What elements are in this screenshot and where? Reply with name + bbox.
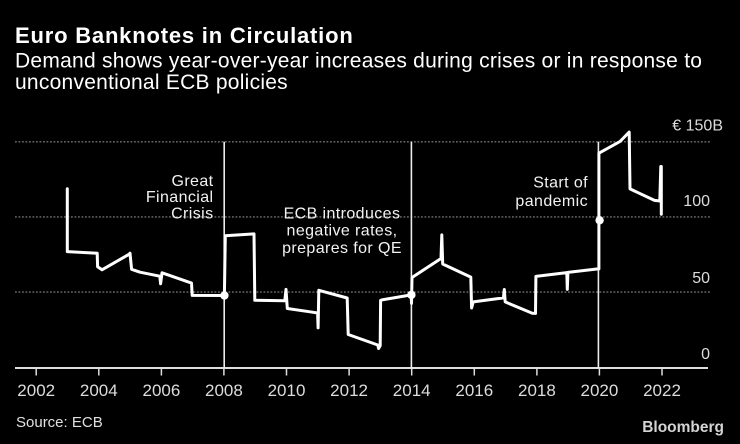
svg-text:2020: 2020: [580, 381, 618, 400]
svg-text:pandemic: pandemic: [515, 193, 588, 210]
svg-text:Euro Banknotes in Circulation: Euro Banknotes in Circulation: [15, 23, 354, 48]
svg-text:unconventional ECB policies: unconventional ECB policies: [15, 71, 288, 94]
svg-text:Crisis: Crisis: [171, 205, 213, 222]
svg-text:2002: 2002: [17, 381, 55, 400]
svg-text:0: 0: [701, 346, 710, 363]
svg-text:€ 150B: € 150B: [672, 118, 723, 135]
svg-text:2022: 2022: [643, 381, 681, 400]
svg-text:Source: ECB: Source: ECB: [16, 414, 103, 431]
svg-text:2010: 2010: [268, 381, 306, 400]
svg-text:Start of: Start of: [533, 175, 588, 192]
svg-text:100: 100: [683, 193, 710, 210]
svg-text:prepares for QE: prepares for QE: [282, 240, 402, 257]
svg-text:ECB introduces: ECB introduces: [284, 205, 401, 222]
svg-text:2004: 2004: [80, 381, 118, 400]
svg-text:2016: 2016: [455, 381, 493, 400]
svg-text:2006: 2006: [142, 381, 180, 400]
svg-text:Demand shows year-over-year in: Demand shows year-over-year increases du…: [15, 50, 702, 73]
svg-text:2014: 2014: [393, 381, 431, 400]
svg-text:50: 50: [692, 270, 710, 287]
svg-text:Great: Great: [171, 173, 213, 190]
svg-text:2018: 2018: [518, 381, 556, 400]
svg-text:Financial: Financial: [146, 189, 214, 206]
svg-text:2012: 2012: [330, 381, 368, 400]
svg-text:Bloomberg: Bloomberg: [642, 419, 724, 436]
svg-text:negative rates,: negative rates,: [287, 223, 398, 240]
svg-text:2008: 2008: [205, 381, 243, 400]
